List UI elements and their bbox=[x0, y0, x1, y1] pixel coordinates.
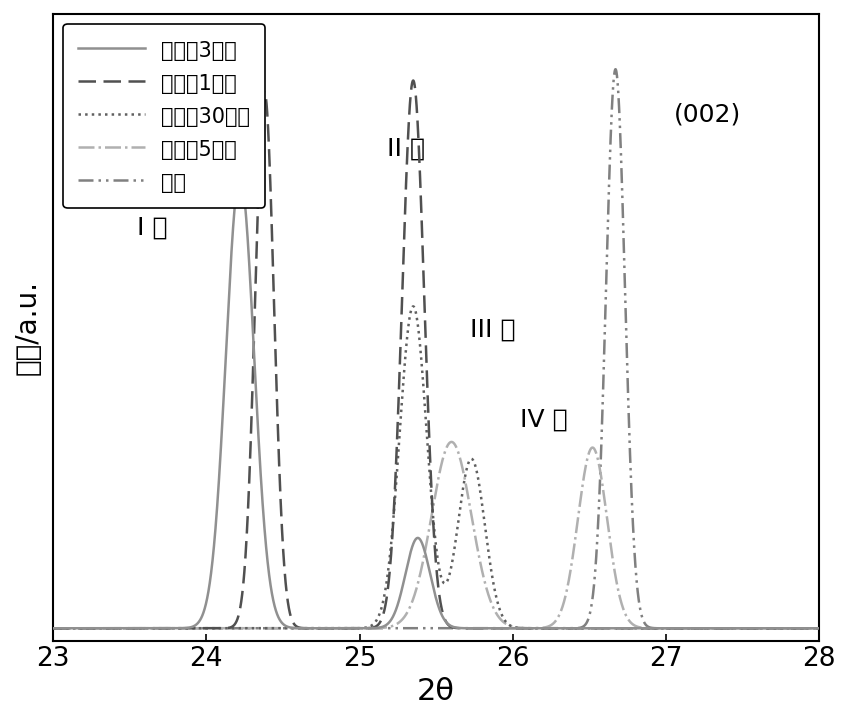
石墨 bbox=[48, 624, 58, 633]
Legend: 预锂嘶3小时, 预锂嘶1小时, 预锂据30分钟, 预锂嘶5分钟, 石墨: 预锂嘶3小时, 预锂嘶1小时, 预锂据30分钟, 预锂嘶5分钟, 石墨 bbox=[64, 24, 265, 208]
石墨 bbox=[87, 624, 97, 633]
预锂嘶5分钟 bbox=[87, 624, 97, 633]
预锂据30分钟 bbox=[657, 624, 667, 633]
预锂嘶1小时 bbox=[326, 624, 336, 633]
预锂嘶5分钟 bbox=[657, 624, 667, 633]
预锂嘶3小时 bbox=[814, 624, 824, 633]
预锂据30分钟 bbox=[48, 624, 58, 633]
预锂嘶1小时 bbox=[814, 624, 824, 633]
Y-axis label: 强度/a.u.: 强度/a.u. bbox=[14, 280, 42, 375]
预锂据30分钟 bbox=[616, 624, 626, 633]
石墨 bbox=[502, 624, 512, 633]
预锂嘶5分钟 bbox=[616, 598, 626, 607]
预锂据30分钟 bbox=[87, 624, 97, 633]
Line: 预锂嘶1小时: 预锂嘶1小时 bbox=[53, 81, 819, 629]
预锂嘶5分钟 bbox=[48, 624, 58, 633]
预锂据30分钟 bbox=[502, 618, 512, 627]
预锂嘶1小时 bbox=[408, 76, 418, 85]
Text: III 阶: III 阶 bbox=[470, 318, 515, 341]
预锂嘶3小时 bbox=[657, 624, 667, 633]
预锂嘶3小时 bbox=[87, 624, 97, 633]
预锂据30分钟 bbox=[408, 302, 418, 311]
石墨 bbox=[326, 624, 336, 633]
预锂嘶3小时 bbox=[616, 624, 626, 633]
预锂嘶1小时 bbox=[502, 624, 512, 633]
预锂嘶1小时 bbox=[87, 624, 97, 633]
Text: (002): (002) bbox=[674, 103, 741, 127]
预锂嘶1小时 bbox=[616, 624, 626, 633]
预锂嘶5分钟 bbox=[814, 624, 824, 633]
预锂嘶3小时 bbox=[235, 172, 245, 181]
预锂嘶1小时 bbox=[657, 624, 667, 633]
Text: II 阶: II 阶 bbox=[387, 137, 425, 161]
石墨 bbox=[535, 624, 545, 633]
石墨 bbox=[616, 158, 626, 166]
X-axis label: 2θ: 2θ bbox=[417, 677, 455, 706]
预锂嘶3小时 bbox=[48, 624, 58, 633]
预锂嘶5分钟 bbox=[535, 624, 545, 632]
预锂据30分钟 bbox=[326, 624, 336, 633]
预锂嘶5分钟 bbox=[446, 438, 456, 446]
预锂嘶3小时 bbox=[535, 624, 545, 633]
Line: 预锂嘶5分钟: 预锂嘶5分钟 bbox=[53, 442, 819, 629]
预锂据30分钟 bbox=[814, 624, 824, 633]
Line: 预锂嘶3小时: 预锂嘶3小时 bbox=[53, 176, 819, 629]
Line: 预锂据30分钟: 预锂据30分钟 bbox=[53, 307, 819, 629]
石墨 bbox=[610, 65, 620, 73]
石墨 bbox=[657, 624, 667, 633]
Text: I 阶: I 阶 bbox=[138, 216, 167, 240]
预锂嘶5分钟 bbox=[502, 620, 512, 629]
Text: IV 阶: IV 阶 bbox=[520, 408, 568, 432]
预锂嘶3小时 bbox=[326, 624, 336, 633]
预锂据30分钟 bbox=[535, 624, 545, 633]
石墨 bbox=[814, 624, 824, 633]
Line: 石墨: 石墨 bbox=[53, 69, 819, 629]
预锂嘶1小时 bbox=[48, 624, 58, 633]
预锂嘶3小时 bbox=[502, 624, 512, 633]
预锂嘶5分钟 bbox=[326, 624, 336, 633]
预锂嘶1小时 bbox=[535, 624, 545, 633]
